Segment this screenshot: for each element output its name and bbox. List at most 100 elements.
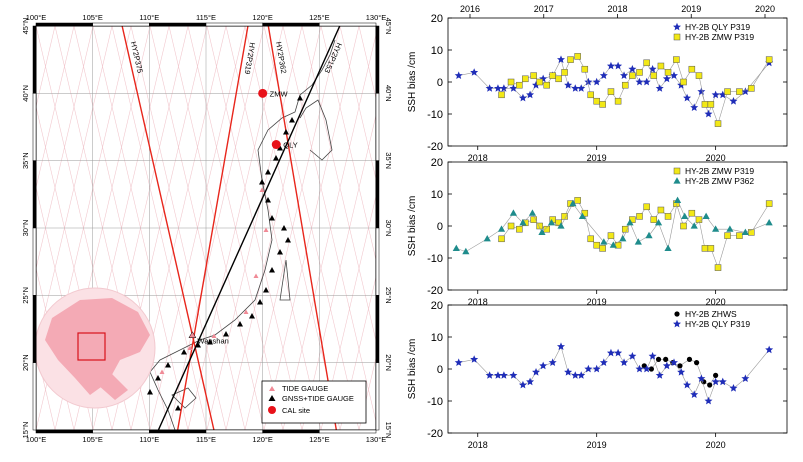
track-line-hy2p153: [157, 26, 341, 430]
gnss-tide-gauge-marker: [223, 331, 229, 337]
top-tick-label: 2016: [460, 4, 480, 14]
y-tick-label: 0: [437, 77, 443, 89]
gnss-tide-gauge-marker: [297, 95, 303, 101]
y-tick-label: 10: [431, 332, 443, 344]
data-point: [569, 199, 577, 207]
data-point: [614, 97, 622, 105]
data-point: [677, 363, 683, 369]
data-point: [704, 396, 713, 405]
data-point: [629, 216, 636, 223]
gnss-tide-gauge-marker: [277, 145, 283, 151]
data-point: [707, 382, 713, 388]
lat-tick-label-right: 25°N: [384, 287, 393, 304]
data-point: [607, 232, 615, 239]
data-point: [587, 91, 594, 99]
data-point: [557, 342, 565, 350]
inset-islands: [92, 360, 128, 400]
legend-label: HY-2B ZHWS: [685, 309, 737, 319]
gnss-tide-gauge-marker: [147, 389, 153, 395]
legend-gnss-tide-symbol: [268, 395, 276, 401]
legend-marker: [673, 22, 681, 31]
data-point: [670, 71, 678, 79]
tide-gauge-marker: [211, 333, 217, 338]
frame-bar-left: [32, 295, 37, 363]
data-point: [663, 356, 669, 362]
data-point: [729, 384, 738, 392]
station-markers: [147, 95, 303, 411]
site-label-zmw: ZMW: [270, 89, 289, 98]
y-axis-label: SSH bias /cm: [407, 52, 418, 113]
frame-bar-bottom: [92, 429, 150, 434]
data-point: [697, 374, 706, 382]
data-point: [519, 219, 527, 226]
data-point: [707, 101, 715, 108]
data-point: [641, 363, 647, 369]
data-point: [452, 244, 460, 251]
map-legend: TIDE GAUGE GNSS+TIDE GAUGE CAL site: [261, 380, 367, 424]
scatter-panel-2: -20 -10 0 10 20 SSH bias /cm 2018 2019 2020 HY-2B…: [407, 157, 788, 307]
data-point: [648, 366, 655, 372]
legend-label: HY-2B QLY P319: [685, 22, 750, 32]
data-point: [528, 209, 537, 216]
data-point: [485, 84, 494, 92]
coastline-korea: [299, 99, 333, 161]
data-point: [564, 368, 573, 376]
y-tick-label: 10: [431, 189, 443, 201]
lat-tick-label-right: 30°N: [384, 220, 393, 237]
data-point: [620, 71, 629, 79]
frame-bar-bottom: [35, 429, 93, 434]
legend-cal-site-label: CAL site: [282, 406, 310, 415]
frame-bar-right: [375, 93, 380, 161]
y-tick-label: 20: [431, 13, 443, 25]
data-point: [688, 65, 696, 73]
data-point: [592, 77, 601, 86]
data-point: [683, 380, 692, 389]
series-hy-2b-zmw-p362: [452, 196, 773, 255]
series-hy-2b-zmw-p319: [498, 53, 773, 127]
data-point: [695, 72, 703, 79]
frame-bar-bottom: [319, 429, 377, 434]
tide-gauge-marker: [263, 227, 269, 232]
data-point: [538, 228, 546, 235]
data-point: [662, 361, 671, 370]
data-point: [680, 222, 687, 230]
data-point: [729, 97, 738, 105]
data-point: [557, 55, 565, 63]
lat-tick-label-right: 40°N: [384, 85, 393, 102]
data-point: [664, 213, 672, 220]
gnss-tide-gauge-marker: [263, 287, 269, 293]
data-point: [765, 345, 774, 354]
data-point: [577, 371, 586, 379]
series-connector-line: [456, 199, 770, 252]
data-point: [592, 364, 601, 373]
top-tick-label: 2017: [534, 4, 554, 14]
y-tick-label: -10: [427, 253, 443, 265]
data-point: [483, 235, 491, 242]
data-point: [636, 213, 643, 220]
gnss-tide-gauge-marker: [273, 155, 279, 161]
y-tick-label: -20: [427, 141, 443, 153]
gnss-tide-gauge-marker: [265, 169, 271, 175]
lat-tick-label-left: 45°N: [21, 18, 30, 35]
data-point: [609, 241, 617, 248]
x-tick-label: 2020: [706, 440, 726, 450]
x-tick-label: 2018: [468, 153, 488, 163]
legend-marker: [673, 177, 681, 184]
data-point: [526, 377, 535, 386]
legend-label: HY-2B QLY P319: [685, 319, 750, 329]
frame-bar-right: [375, 160, 380, 229]
plot-area-frame: [447, 304, 788, 434]
data-point: [607, 88, 615, 95]
data-point: [711, 90, 720, 99]
bg-track-asc: [36, 26, 37, 28]
legend-tide-gauge-label: TIDE GAUGE: [282, 384, 328, 393]
gnss-tide-gauge-marker: [175, 405, 181, 411]
frame-bar-bottom: [149, 429, 207, 434]
top-tick-label: 2019: [681, 4, 701, 14]
frame-bar-left: [32, 25, 37, 94]
lon-tick-label-top: 110°E: [139, 13, 159, 22]
x-tick-label: 2019: [587, 297, 607, 307]
data-point: [581, 209, 589, 217]
lat-tick-label-right: 15°N: [384, 422, 393, 439]
data-point: [718, 90, 727, 99]
